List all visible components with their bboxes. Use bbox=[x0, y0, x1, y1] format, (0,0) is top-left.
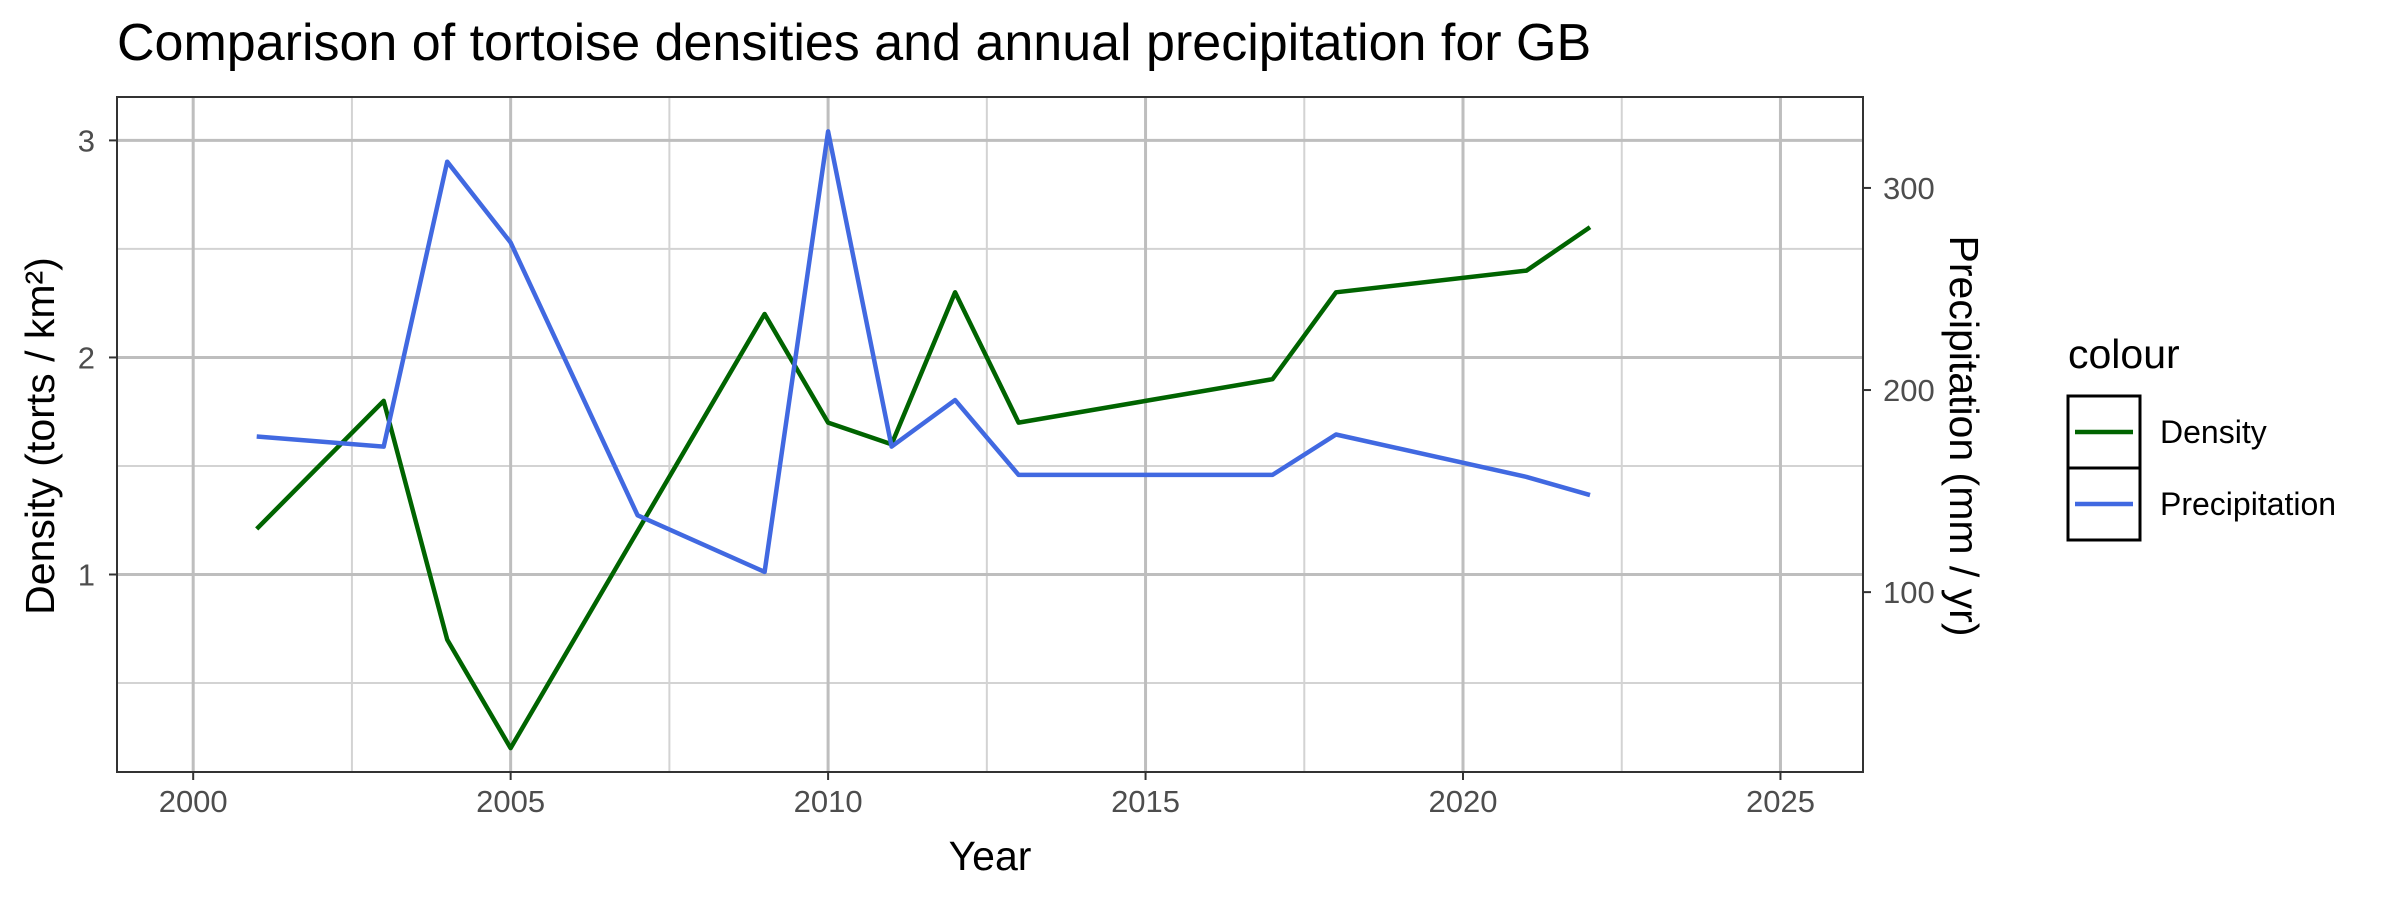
y-tick-label: 2 bbox=[78, 340, 95, 375]
plot-border bbox=[116, 96, 1864, 773]
series-line-precipitation bbox=[256, 129, 1591, 575]
grid-major bbox=[117, 97, 1863, 772]
series-line-density bbox=[255, 225, 1592, 751]
x-tick-label: 2010 bbox=[794, 784, 863, 819]
legend-label-density: Density bbox=[2160, 414, 2267, 450]
y2-tick-label: 300 bbox=[1883, 171, 1935, 206]
grid-minor bbox=[117, 97, 1863, 772]
y-axis-left: 1 2 3 bbox=[78, 123, 117, 592]
x-tick-label: 2025 bbox=[1746, 784, 1815, 819]
y2-axis-title: Precipitation (mm / yr) bbox=[1941, 236, 1987, 637]
chart-title: Comparison of tortoise densities and ann… bbox=[117, 14, 1591, 72]
legend-title: colour bbox=[2068, 331, 2180, 377]
y-axis-title: Density (torts / km²) bbox=[17, 257, 63, 615]
y2-tick-label: 100 bbox=[1883, 575, 1935, 610]
x-tick-label: 2000 bbox=[159, 784, 228, 819]
y-tick-label: 1 bbox=[78, 557, 95, 592]
legend-label-precipitation: Precipitation bbox=[2160, 486, 2336, 522]
x-tick-label: 2015 bbox=[1111, 784, 1180, 819]
series-group bbox=[255, 129, 1592, 751]
x-axis: 2000 2005 2010 2015 2020 2025 bbox=[159, 772, 1815, 819]
y2-tick-label: 200 bbox=[1883, 373, 1935, 408]
x-axis-title: Year bbox=[949, 833, 1032, 879]
x-tick-label: 2005 bbox=[476, 784, 545, 819]
y-axis-right: 100 200 300 bbox=[1863, 171, 1935, 610]
x-tick-label: 2020 bbox=[1429, 784, 1498, 819]
y-tick-label: 3 bbox=[78, 123, 95, 158]
legend: colour Density Precipitation bbox=[2066, 331, 2336, 542]
